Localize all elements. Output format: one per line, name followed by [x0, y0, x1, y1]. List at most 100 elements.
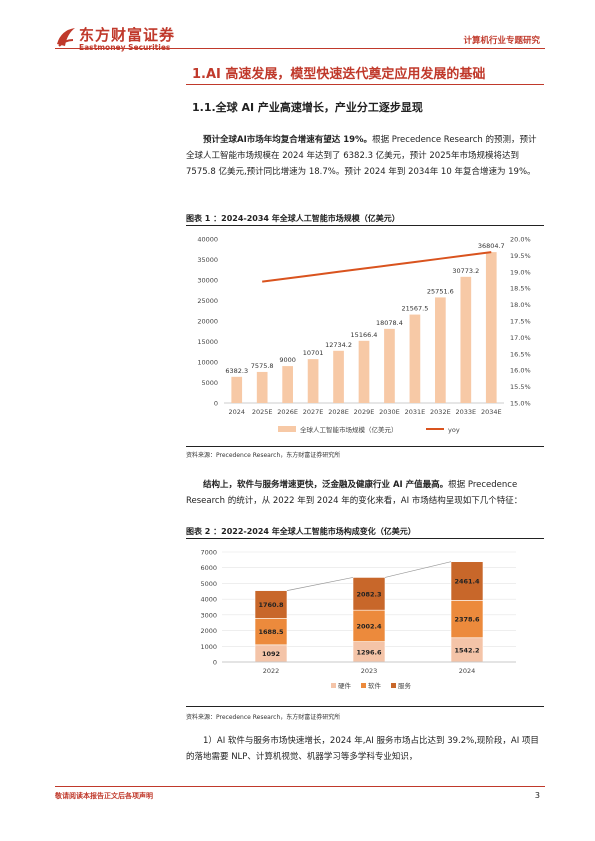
connector-line — [384, 561, 452, 578]
figure-1-title: 图表 1 ：2024-2034 年全球人工智能市场规模（亿美元） — [186, 214, 400, 223]
bar — [282, 366, 293, 403]
x-tick-label: 2024 — [228, 408, 245, 416]
y-tick-label: 10000 — [197, 359, 218, 367]
bar-value-label: 6382.3 — [225, 367, 248, 375]
bar — [409, 314, 421, 403]
bar-value-label: 12734.2 — [325, 341, 352, 349]
y-tick-label: 40000 — [197, 236, 218, 244]
legend-label: 硬件 — [338, 681, 352, 690]
section-title: 1.AI 高速发展，模型快速迭代奠定应用发展的基础 — [192, 67, 486, 82]
stacked-bar-segment — [254, 590, 288, 619]
bar-value-label: 25751.6 — [427, 287, 454, 295]
paragraph-2: 结构上，软件与服务增速更快，泛金融及健康行业 AI 产值最高。根据 Preced… — [186, 477, 544, 509]
x-tick-label: 2024 — [459, 667, 476, 675]
figure-2-bottom-rule — [186, 706, 544, 707]
y2-tick-label: 19.5% — [510, 252, 531, 260]
connector-line — [286, 577, 354, 591]
segment-value-label: 1296.6 — [356, 648, 382, 656]
y-tick-label: 6000 — [200, 564, 217, 572]
bar-value-label: 18078.4 — [376, 319, 403, 327]
y2-tick-label: 19.0% — [510, 268, 531, 276]
bar-value-label: 10701 — [303, 349, 324, 357]
x-tick-label: 2023 — [361, 667, 378, 675]
stacked-bar-segment — [254, 618, 288, 646]
footer-disclaimer: 敬请阅读本报告正文后各项声明 — [55, 792, 153, 800]
bar — [358, 340, 370, 403]
segment-value-label: 2002.4 — [356, 622, 382, 630]
figure-2-source: 资料来源：Precedence Research，东方财富证券研究所 — [186, 714, 341, 721]
legend-swatch — [361, 683, 366, 688]
y2-tick-label: 18.0% — [510, 301, 531, 309]
y-tick-label: 25000 — [197, 297, 218, 305]
bar — [256, 371, 268, 403]
stacked-bar-segment — [450, 600, 484, 639]
paragraph-1-text: 根据 Precedence Research 的预测，预计全球人工智能市场规模在… — [186, 135, 537, 177]
x-tick-label: 2033E — [455, 408, 476, 416]
logo-en: Eastmoney Securities — [79, 43, 170, 52]
segment-value-label: 1688.5 — [258, 628, 284, 636]
y-tick-label: 2000 — [200, 627, 217, 635]
y2-tick-label: 16.5% — [510, 350, 531, 358]
y2-tick-label: 18.5% — [510, 285, 531, 293]
legend-swatch — [391, 683, 396, 688]
yoy-line — [262, 251, 492, 283]
x-tick-label: 2025E — [252, 408, 273, 416]
y2-tick-label: 17.5% — [510, 318, 531, 326]
y2-tick-label: 15.5% — [510, 383, 531, 391]
page-number: 3 — [534, 791, 540, 800]
x-tick-label: 2034E — [481, 408, 502, 416]
y-tick-label: 5000 — [200, 580, 217, 588]
y2-tick-label: 15.0% — [510, 400, 531, 408]
bar — [485, 252, 497, 403]
y-tick-label: 1000 — [200, 643, 217, 651]
figure-1-top-rule — [186, 225, 544, 226]
legend-label: 服务 — [398, 681, 412, 690]
header-divider — [55, 48, 545, 49]
legend-label: 软件 — [368, 681, 382, 690]
x-tick-label: 2031E — [405, 408, 426, 416]
paragraph-2-text: 根据 Precedence Research 的统计，从 2022 年到 202… — [186, 480, 523, 506]
market-size-chart: 0 5000 10000 15000 20000 25000 30000 35000 40000… — [197, 236, 531, 435]
paragraph-2-bold: 结构上，软件与服务增速更快，泛金融及健康行业 AI 产值最高。 — [203, 480, 449, 490]
bar — [231, 376, 243, 403]
y-tick-label: 5000 — [201, 379, 218, 387]
segment-value-label: 2082.3 — [356, 590, 381, 598]
bar-value-label: 36804.7 — [478, 242, 505, 250]
footer-divider — [55, 786, 545, 787]
figure-2-title: 图表 2 ：2022-2024 年全球人工智能市场构成变化（亿美元） — [186, 527, 416, 536]
bar — [384, 328, 395, 403]
y2-tick-label: 16.0% — [510, 367, 531, 375]
y-tick-label: 30000 — [197, 277, 218, 285]
y2-tick-label: 17.0% — [510, 334, 531, 342]
legend-label-bar: 全球人工智能市场规模（亿美元） — [300, 425, 398, 434]
x-tick-label: 2026E — [277, 408, 298, 416]
subsection-title: 1.1.全球 AI 产业高速增长，产业分工逐步显现 — [192, 101, 423, 114]
stacked-bar-segment — [352, 609, 386, 642]
x-tick-label: 2032E — [430, 408, 451, 416]
bar — [435, 297, 446, 403]
logo: 东方财富证券 Eastmoney Securities — [55, 22, 215, 56]
x-tick-label: 2022 — [263, 667, 280, 675]
y-tick-label: 20000 — [197, 318, 218, 326]
x-tick-label: 2029E — [354, 408, 375, 416]
stacked-bar-segment — [352, 577, 386, 611]
figure-1-bottom-rule — [186, 446, 544, 447]
y-tick-label: 0 — [214, 400, 218, 408]
report-type: 计算机行业专题研究 — [463, 36, 540, 46]
segment-value-label: 1760.8 — [258, 601, 284, 609]
x-tick-label: 2028E — [328, 408, 349, 416]
section-divider — [186, 84, 544, 85]
y-tick-label: 4000 — [200, 596, 217, 604]
legend-swatch — [331, 683, 336, 688]
stacked-bar-segment — [450, 637, 484, 663]
y-tick-label: 3000 — [200, 611, 217, 619]
stacked-bar-segment — [450, 561, 484, 601]
bar-value-label: 7575.8 — [251, 362, 274, 370]
paragraph-1-bold: 预计全球AI市场年均复合增速有望达 19%。 — [203, 135, 373, 145]
logo-mark-icon — [57, 28, 75, 47]
y-tick-label: 35000 — [197, 256, 218, 264]
market-structure-chart: 0 1000 2000 3000 4000 5000 6000 7000 1092 1688.5 1… — [200, 549, 516, 690]
bar-value-label: 21567.5 — [401, 305, 428, 313]
bar-value-label: 9000 — [279, 356, 296, 364]
y2-tick-label: 20.0% — [510, 236, 531, 244]
